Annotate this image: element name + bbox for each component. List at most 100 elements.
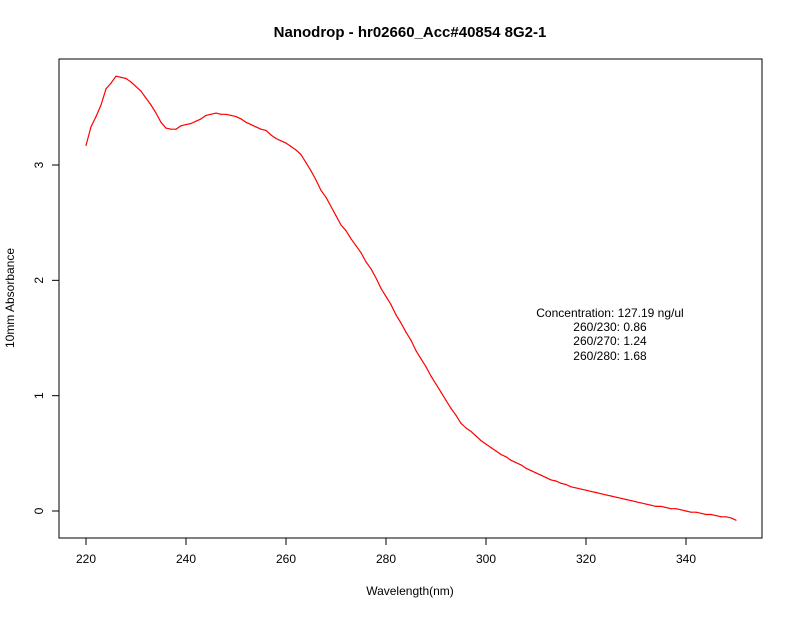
absorbance-data-point bbox=[615, 496, 617, 498]
absorbance-data-point bbox=[215, 112, 217, 114]
y-tick-label: 0 bbox=[32, 507, 46, 514]
absorbance-data-point bbox=[630, 500, 632, 502]
annotation-ratio-260-230: 260/230: 0.86 bbox=[573, 320, 647, 334]
x-axis: 220 240 260 280 300 320 340 bbox=[76, 537, 696, 566]
absorbance-data-point bbox=[625, 498, 627, 501]
absorbance-data-point bbox=[695, 511, 697, 513]
absorbance-data-point bbox=[700, 512, 702, 514]
absorbance-data-point bbox=[150, 104, 152, 106]
absorbance-data-point bbox=[450, 407, 452, 409]
y-tick-label: 2 bbox=[32, 277, 46, 284]
absorbance-data-point bbox=[500, 453, 502, 456]
absorbance-data-point bbox=[300, 154, 302, 156]
absorbance-data-point bbox=[90, 126, 92, 128]
absorbance-data-point bbox=[270, 134, 272, 136]
absorbance-data-point bbox=[85, 144, 87, 146]
absorbance-data-point bbox=[670, 508, 672, 510]
absorbance-data-point bbox=[245, 121, 247, 123]
absorbance-data-point bbox=[400, 322, 402, 324]
absorbance-data-point bbox=[205, 114, 207, 116]
x-axis-label: Wavelength(nm) bbox=[366, 584, 454, 598]
absorbance-data-point bbox=[555, 480, 557, 482]
absorbance-data-point bbox=[335, 215, 337, 217]
annotation-concentration: Concentration: 127.19 ng/ul bbox=[536, 306, 683, 320]
x-tick-label: 320 bbox=[576, 552, 596, 566]
absorbance-data-point bbox=[315, 179, 317, 181]
absorbance-data-point bbox=[595, 491, 597, 494]
absorbance-data-point bbox=[255, 126, 257, 128]
series-group bbox=[85, 75, 737, 521]
absorbance-data-point bbox=[590, 490, 592, 492]
absorbance-data-point bbox=[415, 350, 417, 352]
absorbance-data-point bbox=[115, 75, 117, 77]
annotation-ratio-260-270: 260/270: 1.24 bbox=[573, 334, 647, 348]
absorbance-data-point bbox=[665, 506, 667, 509]
absorbance-data-point bbox=[530, 470, 532, 472]
absorbance-data-point bbox=[145, 97, 147, 99]
absorbance-data-point bbox=[290, 145, 292, 148]
annotation-ratio-260-280: 260/280: 1.68 bbox=[573, 349, 647, 363]
absorbance-data-point bbox=[660, 505, 662, 507]
absorbance-data-point bbox=[310, 170, 312, 172]
absorbance-data-point bbox=[565, 483, 567, 486]
absorbance-data-point bbox=[275, 137, 277, 140]
absorbance-data-point bbox=[505, 456, 507, 458]
absorbance-data-point bbox=[325, 196, 327, 198]
absorbance-data-point bbox=[360, 252, 362, 254]
absorbance-data-point bbox=[560, 482, 562, 484]
absorbance-data-point bbox=[190, 122, 192, 125]
absorbance-data-point bbox=[340, 224, 342, 226]
absorbance-data-point bbox=[230, 114, 232, 116]
absorbance-data-point bbox=[635, 501, 637, 503]
absorbance-data-point bbox=[170, 128, 172, 130]
absorbance-data-point bbox=[280, 140, 282, 142]
chart-title: Nanodrop - hr02660_Acc#40854 8G2-1 bbox=[274, 24, 547, 41]
absorbance-data-point bbox=[225, 113, 227, 115]
y-axis-label: 10mm Absorbance bbox=[3, 248, 17, 348]
absorbance-data-point bbox=[355, 245, 357, 247]
absorbance-data-point bbox=[430, 375, 432, 377]
absorbance-data-point bbox=[550, 479, 552, 481]
absorbance-data-point bbox=[140, 90, 142, 92]
absorbance-data-point bbox=[535, 472, 537, 474]
absorbance-data-point bbox=[710, 513, 712, 516]
absorbance-data-point bbox=[375, 277, 377, 279]
absorbance-data-point bbox=[725, 516, 727, 518]
absorbance-data-point bbox=[540, 474, 542, 476]
absorbance-data-point bbox=[160, 121, 162, 123]
absorbance-data-point bbox=[735, 519, 737, 521]
absorbance-data-point bbox=[425, 366, 427, 368]
absorbance-data-point bbox=[730, 517, 732, 519]
absorbance-data-point bbox=[100, 104, 102, 106]
absorbance-data-point bbox=[370, 268, 372, 270]
absorbance-data-point bbox=[470, 430, 472, 432]
absorbance-data-point bbox=[410, 339, 412, 341]
absorbance-data-point bbox=[200, 118, 202, 120]
absorbance-data-point bbox=[350, 238, 352, 240]
absorbance-data-point bbox=[110, 82, 112, 84]
absorbance-data-point bbox=[655, 505, 657, 507]
absorbance-data-point bbox=[610, 495, 612, 497]
absorbance-data-point bbox=[545, 477, 547, 479]
absorbance-data-point bbox=[95, 116, 97, 118]
absorbance-data-point bbox=[680, 509, 682, 511]
absorbance-data-point bbox=[605, 494, 607, 496]
annotation-group: Concentration: 127.19 ng/ul 260/230: 0.8… bbox=[536, 306, 683, 363]
absorbance-data-point bbox=[455, 414, 457, 416]
absorbance-data-point bbox=[365, 261, 367, 263]
absorbance-data-point bbox=[460, 422, 462, 424]
absorbance-data-point bbox=[690, 511, 692, 513]
x-tick-label: 220 bbox=[76, 552, 96, 566]
absorbance-data-point bbox=[250, 124, 252, 126]
absorbance-data-point bbox=[130, 81, 132, 83]
absorbance-data-point bbox=[420, 358, 422, 360]
absorbance-data-point bbox=[125, 77, 127, 80]
absorbance-data-point bbox=[575, 487, 577, 489]
absorbance-data-point bbox=[305, 162, 307, 164]
y-axis: 0 1 2 3 bbox=[32, 161, 60, 514]
absorbance-data-point bbox=[155, 112, 157, 114]
absorbance-data-point bbox=[165, 127, 167, 129]
absorbance-data-point bbox=[240, 118, 242, 120]
